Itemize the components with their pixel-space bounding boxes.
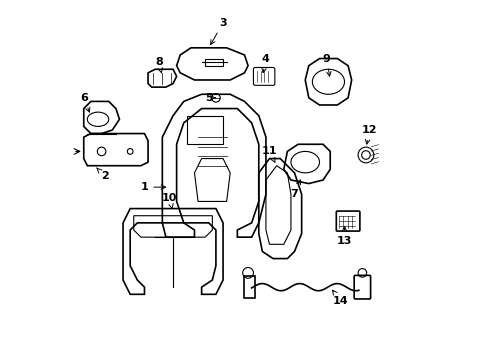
Text: 7: 7 (290, 180, 300, 199)
Text: 6: 6 (80, 93, 90, 112)
Text: 10: 10 (162, 193, 177, 209)
Text: 2: 2 (96, 168, 109, 181)
Text: 14: 14 (332, 290, 348, 306)
Text: 9: 9 (322, 54, 330, 76)
Text: 4: 4 (261, 54, 269, 73)
Text: 11: 11 (261, 147, 277, 162)
Text: 13: 13 (336, 227, 351, 246)
Bar (244, 276, 255, 298)
Text: 8: 8 (155, 57, 163, 73)
Text: 5: 5 (204, 93, 215, 103)
Bar (205, 59, 223, 66)
Text: 3: 3 (210, 18, 226, 45)
Text: 1: 1 (141, 182, 165, 192)
Text: 12: 12 (361, 125, 377, 144)
